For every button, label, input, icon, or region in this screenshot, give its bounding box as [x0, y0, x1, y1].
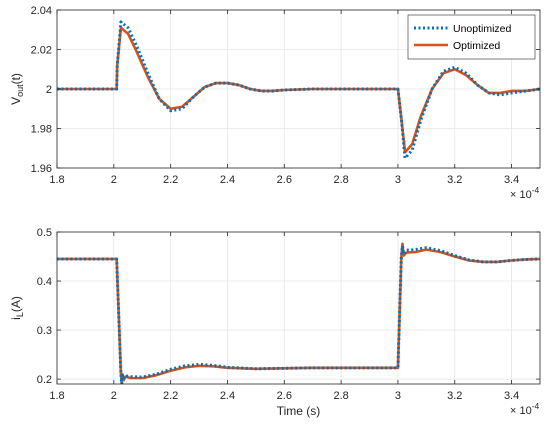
y-axis-label: iL(A) — [9, 296, 25, 320]
y-tick-label: 0.4 — [37, 276, 52, 288]
axes-box — [56, 231, 541, 385]
chart-panel-2: 1.8 2 2.2 2.4 2.6 2.8 3 3.2 3.4 0.2 0.3 0.4 0.5 × 10-… — [9, 227, 541, 418]
x-tick-label: 2.4 — [220, 390, 235, 402]
chart-panel-1: 1.8 2 2.2 2.4 2.6 2.8 3 3.2 3.4 1.96 1.98 2 2.02 2.04… — [9, 5, 541, 201]
x-tick-label: 3 — [395, 174, 401, 186]
data-layer — [57, 20, 540, 160]
x-axis-multiplier: × 10-4 — [510, 185, 540, 201]
series-line-unoptimized — [57, 20, 540, 160]
y-tick-label: 2.02 — [31, 45, 52, 57]
x-tick-label: 1.8 — [49, 174, 64, 186]
y-tick-label: 1.96 — [31, 163, 52, 175]
x-tick-label: 1.8 — [49, 390, 64, 402]
legend-box — [407, 14, 536, 60]
x-tick-label: 2 — [111, 390, 117, 402]
x-tick-label: 2.2 — [163, 174, 178, 186]
x-tick-label: 2.8 — [333, 390, 348, 402]
y-axis-label: Vout(t) — [9, 73, 25, 105]
legend-label-optimized: Optimized — [453, 40, 500, 52]
data-layer — [57, 242, 540, 384]
x-tick-label: 2.4 — [220, 174, 235, 186]
x-axis-label: Time (s) — [277, 404, 321, 418]
y-tick-label: 0.2 — [37, 374, 52, 386]
x-tick-label: 2.6 — [277, 390, 292, 402]
x-tick-label: 2.2 — [163, 390, 178, 402]
x-tick-label: 3.4 — [504, 390, 519, 402]
legend-label-unoptimized: Unoptimized — [453, 23, 512, 35]
x-tick-label: 3.4 — [504, 174, 519, 186]
x-tick-label: 3.2 — [447, 390, 462, 402]
y-tick-label: 2.04 — [31, 5, 52, 17]
x-tick-label: 3.2 — [447, 174, 462, 186]
y-tick-label: 0.3 — [37, 325, 52, 337]
x-tick-label: 2.6 — [277, 174, 292, 186]
x-tick-label: 2.8 — [333, 174, 348, 186]
y-tick-label: 2 — [46, 84, 52, 96]
x-axis-multiplier: × 10-4 — [510, 401, 540, 417]
legend: Unoptimized Optimized — [407, 14, 536, 60]
plot-area — [57, 232, 540, 384]
x-tick-label: 3 — [395, 390, 401, 402]
y-tick-label: 1.98 — [31, 124, 52, 136]
series-line-unoptimized — [57, 244, 540, 384]
y-tick-label: 0.5 — [37, 227, 52, 239]
series-line-optimized — [57, 26, 540, 154]
x-tick-label: 2 — [111, 174, 117, 186]
